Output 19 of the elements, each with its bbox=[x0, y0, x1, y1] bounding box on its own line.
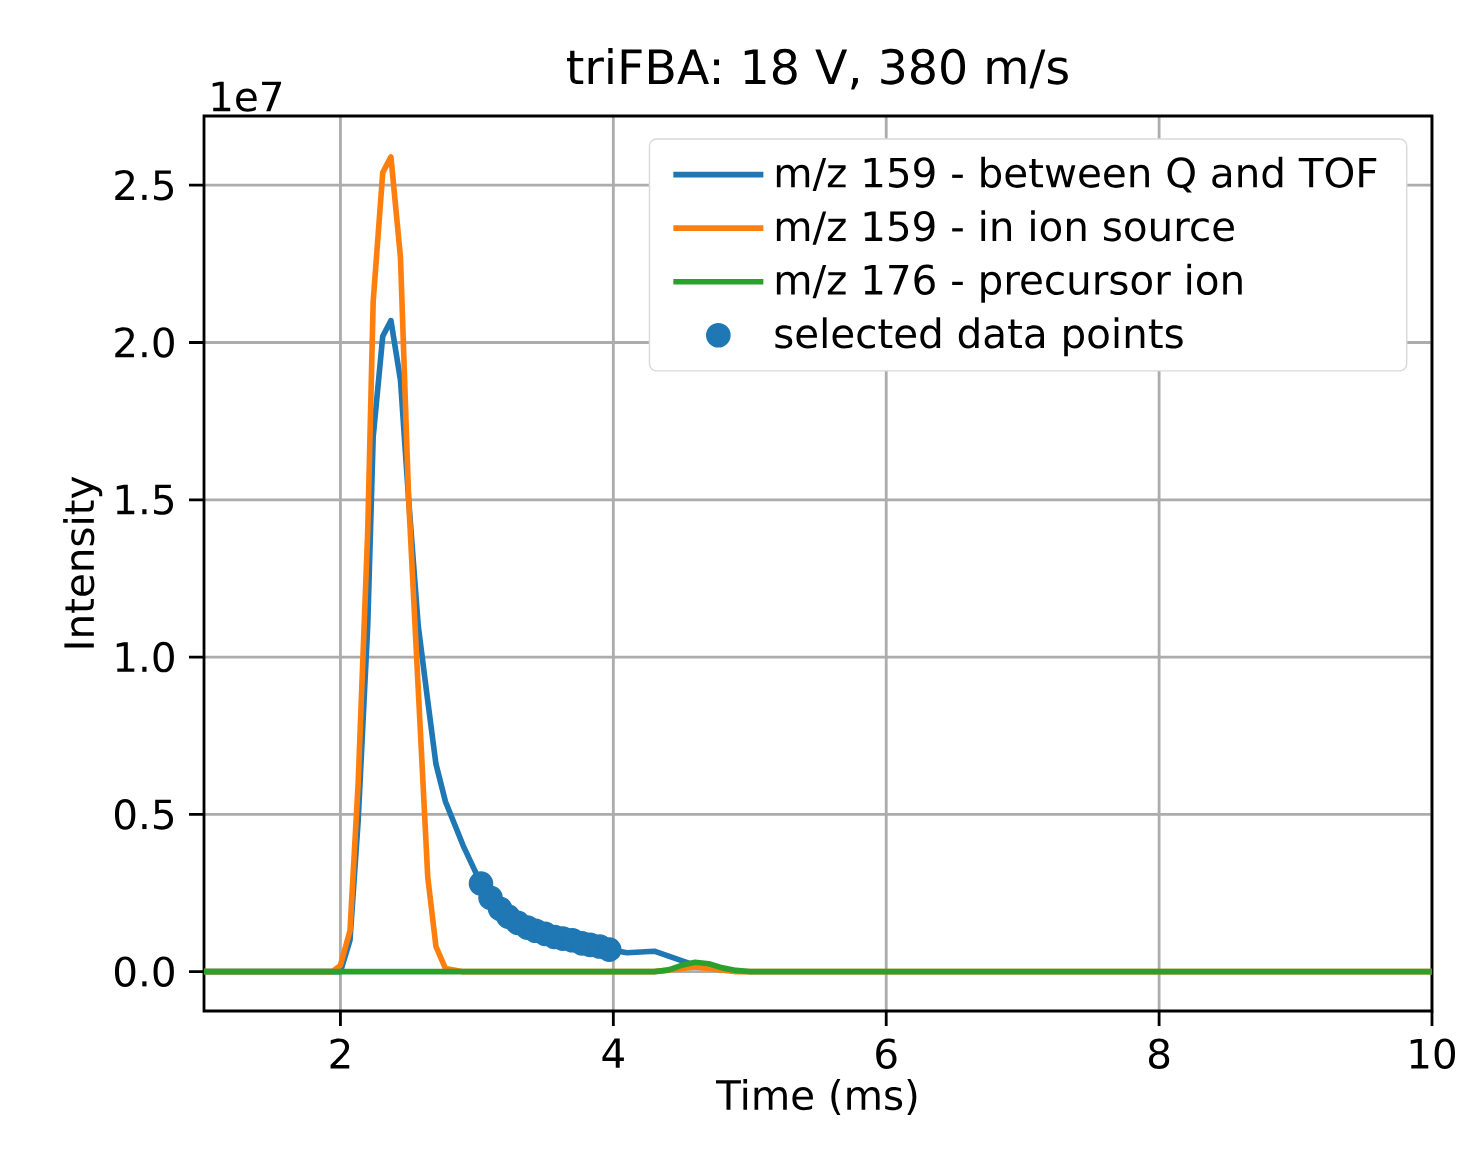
legend-label: m/z 159 - between Q and TOF bbox=[776, 156, 1377, 193]
y-axis-title: Intensity bbox=[63, 476, 103, 648]
x-axis-title: Time (ms) bbox=[716, 1079, 917, 1116]
legend-label: m/z 176 - precursor ion bbox=[776, 263, 1242, 303]
y-tick-label: 0.5 bbox=[114, 799, 174, 830]
y-tick-label: 0.0 bbox=[114, 956, 174, 987]
legend-label: m/z 159 - in ion source bbox=[776, 210, 1234, 245]
y-tick-label: 1.5 bbox=[116, 484, 174, 515]
y-tick-label: 2.5 bbox=[115, 169, 174, 201]
x-tick-label: 2 bbox=[330, 1038, 350, 1069]
x-tick-label: 10 bbox=[1410, 1038, 1456, 1069]
y-tick-label: 2.0 bbox=[115, 327, 174, 358]
y-tick-label: 1.0 bbox=[116, 641, 174, 673]
x-tick-label: 8 bbox=[1149, 1038, 1170, 1069]
text: 1e7 bbox=[212, 81, 282, 112]
legend-label: selected data points bbox=[775, 317, 1183, 357]
x-tick-label: 4 bbox=[602, 1038, 624, 1068]
x-tick-label: 6 bbox=[876, 1038, 897, 1069]
chart-title: triFBA: 18 V, 380 m/s bbox=[567, 47, 1068, 90]
